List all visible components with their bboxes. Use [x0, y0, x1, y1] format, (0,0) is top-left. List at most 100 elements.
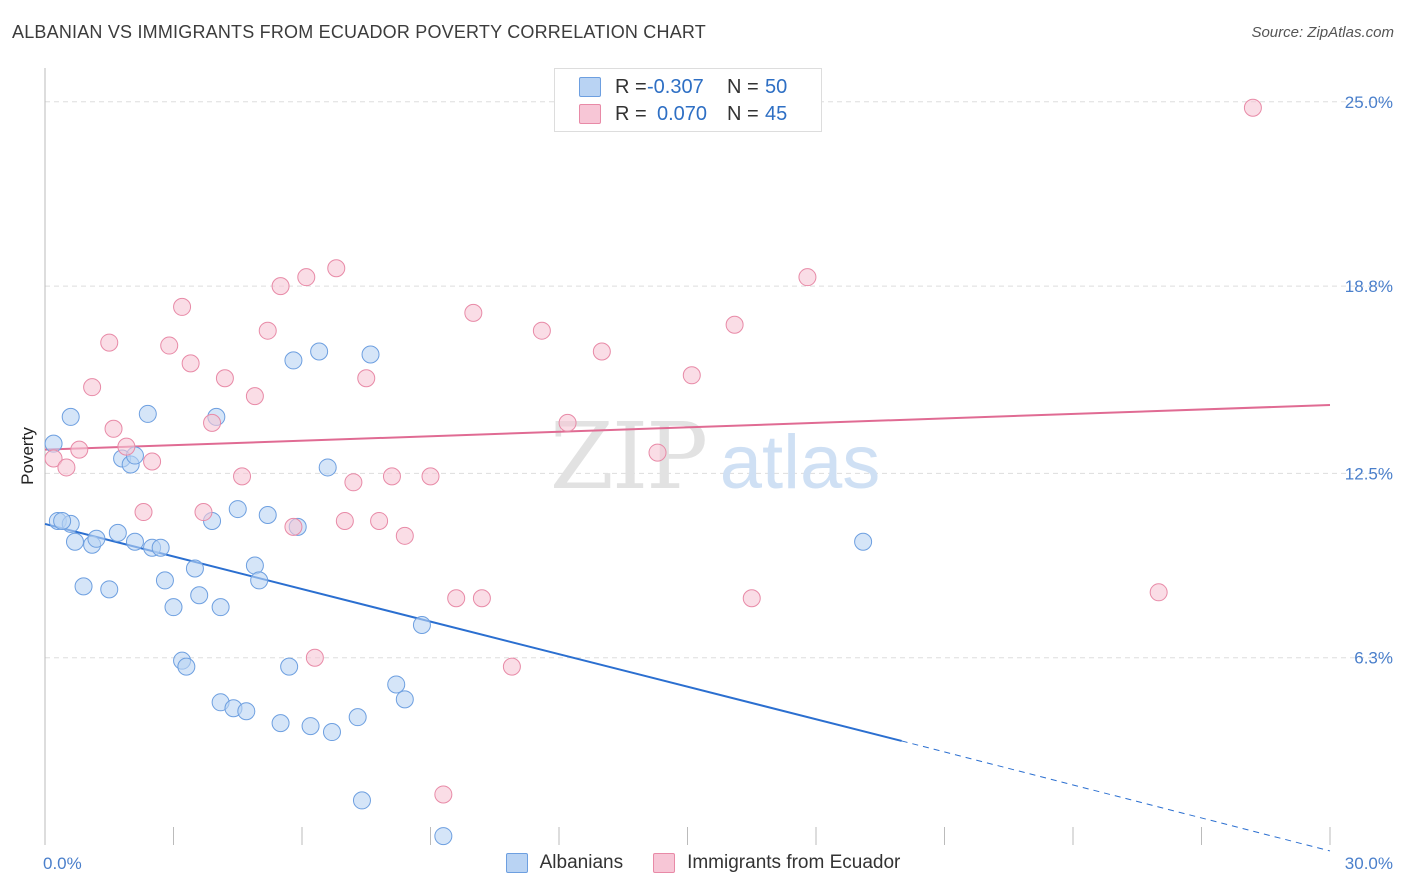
ecuador-point — [370, 511, 389, 530]
ecuador-point — [434, 785, 453, 804]
series-legend: Albanians Immigrants from Ecuador — [0, 852, 1406, 874]
albanian-point — [322, 723, 341, 742]
albanian-point — [65, 532, 84, 551]
albanian-point — [348, 708, 367, 727]
ecuador-point — [592, 342, 611, 361]
x-tick-label: 0.0% — [43, 854, 82, 873]
ecuador-point — [1243, 98, 1262, 117]
ecuador-point — [57, 458, 76, 477]
ecuador-point — [357, 369, 376, 388]
albanian-point — [361, 345, 380, 364]
albanian-point — [271, 714, 290, 733]
ecuador-point — [532, 321, 551, 340]
y-tick-label: 6.3% — [1354, 649, 1393, 668]
ecuador-point — [203, 413, 222, 432]
legend-n-value: 50 — [765, 75, 788, 98]
legend-n-value: 45 — [765, 102, 788, 125]
ecuador-point — [160, 336, 179, 355]
albanian-point — [100, 580, 119, 599]
x-tick-label: 30.0% — [1345, 854, 1393, 873]
ecuador-point — [648, 443, 667, 462]
ecuador-point — [682, 366, 701, 385]
ecuador-point — [258, 321, 277, 340]
ecuador-point — [798, 268, 817, 287]
ecuador-point — [245, 387, 264, 406]
ecuador-point — [395, 526, 414, 545]
legend-swatch-pink — [653, 853, 676, 873]
ecuador-point — [215, 369, 234, 388]
albanian-point — [280, 657, 299, 676]
legend-r-value: -0.307 — [647, 75, 704, 98]
albanian-point — [185, 559, 204, 578]
albanian-point — [237, 702, 256, 721]
legend-row-ecuador: R = 0.070 N = 45 — [579, 101, 787, 127]
legend-label-albanians: Albanians — [539, 852, 624, 873]
chart-title: ALBANIAN VS IMMIGRANTS FROM ECUADOR POVE… — [12, 22, 706, 42]
ecuador-point — [335, 511, 354, 530]
ecuador-trend-line — [44, 404, 1331, 451]
ecuador-point — [382, 467, 401, 486]
albanian-point — [395, 690, 414, 709]
ecuador-point — [117, 437, 136, 456]
albanian-point — [854, 532, 873, 551]
ecuador-point — [194, 503, 213, 522]
ecuador-point — [327, 259, 346, 278]
legend-item-ecuador[interactable]: Immigrants from Ecuador — [653, 852, 900, 874]
ecuador-point — [558, 413, 577, 432]
albanian-point — [412, 616, 431, 635]
y-axis-label: Poverty — [18, 427, 37, 485]
albanian-point — [387, 675, 406, 694]
ecuador-point — [284, 517, 303, 536]
ecuador-point — [44, 449, 63, 468]
y-tick-label: 18.8% — [1345, 277, 1393, 296]
ecuador-point — [305, 648, 324, 667]
ecuador-point — [83, 378, 102, 397]
legend-r-value: 0.070 — [657, 102, 708, 125]
ecuador-point — [70, 440, 89, 459]
albanian-point — [318, 458, 337, 477]
ecuador-point — [297, 268, 316, 287]
ecuador-point — [472, 589, 491, 608]
legend-r-label: R = — [615, 75, 647, 98]
legend-n-label: N = — [727, 75, 759, 98]
albanian-point — [211, 598, 230, 617]
ecuador-point — [271, 277, 290, 296]
data-points — [44, 98, 1262, 846]
albanian-point — [164, 598, 183, 617]
ecuador-point — [181, 354, 200, 373]
albanian-point — [310, 342, 329, 361]
albanian-point — [434, 827, 453, 846]
albanian-point — [352, 791, 371, 810]
correlation-legend: R = -0.307 N = 50 R = 0.070 N = 45 — [554, 68, 822, 132]
ecuador-point — [100, 333, 119, 352]
albanian-point — [108, 523, 127, 542]
albanian-point — [138, 404, 157, 423]
ecuador-point — [233, 467, 252, 486]
ecuador-point — [1149, 583, 1168, 602]
legend-item-albanians[interactable]: Albanians — [505, 852, 624, 874]
ecuador-point — [502, 657, 521, 676]
albanian-point — [284, 351, 303, 370]
albanian-point — [245, 556, 264, 575]
albanian-point — [151, 538, 170, 557]
albanian-point — [125, 532, 144, 551]
tick-labels: 6.3% 12.5% 18.8% 25.0% 0.0% 30.0% — [43, 93, 1393, 873]
albanian-point — [61, 407, 80, 426]
albanian-point — [74, 577, 93, 596]
legend-label-ecuador: Immigrants from Ecuador — [687, 852, 901, 873]
albanian-point — [177, 657, 196, 676]
ecuador-point — [104, 419, 123, 438]
albanian-point — [301, 717, 320, 736]
y-tick-label: 12.5% — [1345, 464, 1393, 483]
legend-r-label: R = — [615, 102, 647, 125]
grid-lines — [45, 101, 1390, 659]
albanian-point — [155, 571, 174, 590]
legend-swatch-pink — [579, 104, 601, 124]
albanian-point — [250, 571, 269, 590]
ecuador-point — [464, 303, 483, 322]
legend-row-albanians: R = -0.307 N = 50 — [579, 74, 787, 100]
y-tick-label: 25.0% — [1345, 93, 1393, 112]
ecuador-point — [344, 473, 363, 492]
albanian-trend-extension — [901, 740, 1331, 852]
